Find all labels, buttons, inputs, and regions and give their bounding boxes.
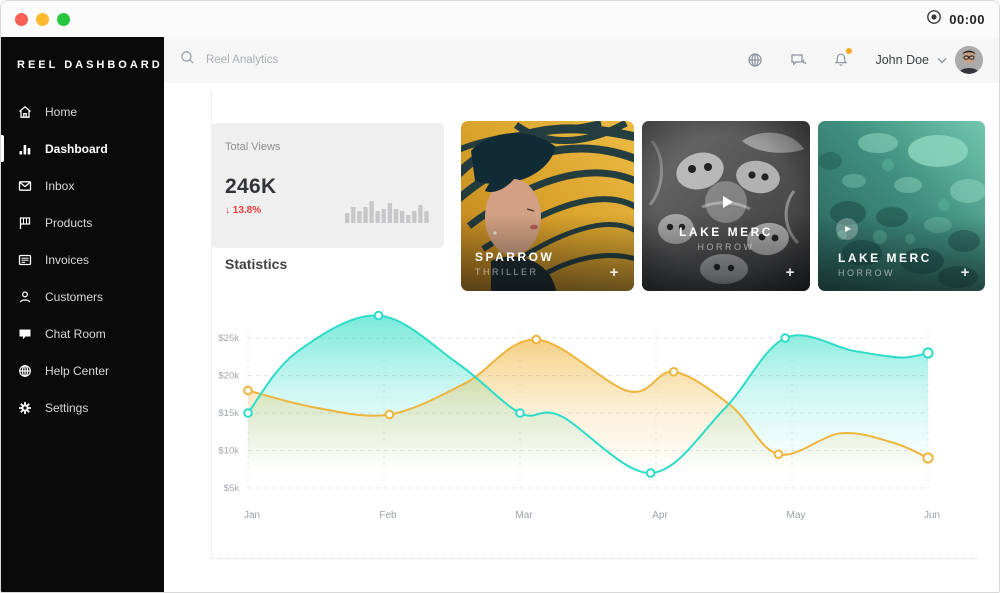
svg-text:$20k: $20k (218, 371, 239, 382)
sidebar-item-label: Chat Room (45, 326, 106, 341)
sidebar-item-help-center[interactable]: Help Center (1, 352, 164, 389)
chat-room-icon (17, 326, 32, 341)
sidebar-item-label: Dashboard (45, 141, 108, 156)
sidebar-item-label: Settings (45, 400, 89, 415)
media-card-lake-merc-1[interactable]: LAKE MERC HORROW + (642, 121, 810, 291)
globe-icon[interactable] (746, 51, 764, 69)
svg-text:Mar: Mar (515, 510, 533, 521)
products-icon (17, 215, 32, 230)
traffic-lights (15, 13, 70, 26)
svg-text:$25k: $25k (218, 333, 239, 344)
media-card-sparrow[interactable]: SPARROW THRILLER + (461, 121, 634, 291)
sidebar: REEL DASHBOARD Home Dashboard Inbox Prod… (1, 37, 164, 592)
chevron-down-icon (937, 51, 947, 69)
chat-icon[interactable] (789, 51, 807, 69)
sidebar-item-label: Home (45, 104, 78, 119)
sidebar-item-label: Customers (45, 289, 104, 304)
sidebar-item-label: Inbox (45, 178, 75, 193)
stat-title: Total Views (225, 141, 281, 153)
sidebar-item-settings[interactable]: Settings (1, 389, 164, 426)
media-card-subtitle: THRILLER (475, 267, 539, 277)
media-card-subtitle: HORROW (838, 268, 895, 278)
search-icon (180, 50, 195, 70)
media-card-title: LAKE MERC (838, 251, 932, 265)
brand-title: REEL DASHBOARD (17, 59, 163, 71)
svg-text:Jun: Jun (924, 510, 940, 521)
media-card-subtitle: HORROW (697, 242, 755, 252)
media-card-lake-merc-2[interactable]: LAKE MERC HORROW + (818, 121, 985, 291)
sidebar-item-home[interactable]: Home (1, 93, 164, 130)
sidebar-item-label: Products (45, 215, 93, 230)
help-center-icon (17, 363, 32, 378)
top-header: John Doe (164, 37, 999, 83)
invoices-icon (17, 252, 32, 267)
media-card-title: SPARROW (475, 250, 555, 264)
add-button[interactable]: + (785, 264, 795, 281)
dashboard-icon (17, 141, 32, 156)
svg-text:$5k: $5k (224, 483, 240, 494)
home-icon (17, 104, 32, 119)
total-views-card: Total Views 246K ↓ 13.8% (211, 123, 444, 248)
svg-text:Apr: Apr (652, 510, 668, 521)
user-menu[interactable]: John Doe (875, 46, 983, 74)
play-button[interactable] (705, 181, 747, 223)
recording-timer: 00:00 (926, 9, 985, 30)
notification-badge (846, 48, 853, 54)
stat-value: 246K (225, 175, 277, 198)
arrow-down-icon: ↓ (225, 205, 233, 216)
timer-display: 00:00 (949, 12, 985, 27)
sidebar-nav: Home Dashboard Inbox Products Invoices C… (1, 93, 164, 426)
zoom-window-button[interactable] (57, 13, 70, 26)
media-card-title: LAKE MERC (679, 225, 773, 239)
play-icon (722, 196, 733, 208)
sidebar-item-chat-room[interactable]: Chat Room (1, 315, 164, 352)
stat-change: ↓ 13.8% (225, 205, 262, 216)
search-bar[interactable] (180, 50, 746, 70)
sidebar-item-invoices[interactable]: Invoices (1, 241, 164, 278)
minimize-window-button[interactable] (36, 13, 49, 26)
main-content: Total Views 246K ↓ 13.8% (164, 83, 999, 592)
sidebar-item-dashboard[interactable]: Dashboard (1, 130, 164, 167)
add-button[interactable]: + (609, 264, 619, 281)
play-button[interactable] (836, 218, 858, 240)
svg-text:$10k: $10k (218, 446, 239, 457)
layout-guide-vertical (211, 91, 212, 558)
customers-icon (17, 289, 32, 304)
svg-text:$15k: $15k (218, 408, 239, 419)
card-shade (461, 121, 634, 291)
svg-text:Jan: Jan (244, 510, 260, 521)
sidebar-item-label: Invoices (45, 252, 90, 267)
section-title: Statistics (225, 256, 288, 272)
sidebar-item-products[interactable]: Products (1, 204, 164, 241)
svg-text:Feb: Feb (379, 510, 397, 521)
statistics-chart[interactable]: $25k $20k $15k $10k $5k Jan Feb Mar Apr May Jun (201, 296, 969, 566)
close-window-button[interactable] (15, 13, 28, 26)
card-shade (818, 121, 985, 291)
sidebar-item-inbox[interactable]: Inbox (1, 167, 164, 204)
titlebar: 00:00 (1, 1, 999, 37)
settings-icon (17, 400, 32, 415)
sidebar-item-customers[interactable]: Customers (1, 278, 164, 315)
svg-text:May: May (787, 510, 806, 521)
search-input[interactable] (206, 54, 426, 66)
sidebar-item-label: Help Center (45, 363, 110, 378)
bell-icon[interactable] (832, 48, 853, 69)
add-button[interactable]: + (960, 264, 970, 281)
user-name: John Doe (875, 53, 929, 67)
play-icon (845, 226, 851, 232)
avatar[interactable] (955, 46, 983, 74)
inbox-icon (17, 178, 32, 193)
record-icon[interactable] (926, 9, 942, 30)
layout-guide-horizontal (211, 558, 977, 559)
views-sparkline (344, 197, 430, 228)
